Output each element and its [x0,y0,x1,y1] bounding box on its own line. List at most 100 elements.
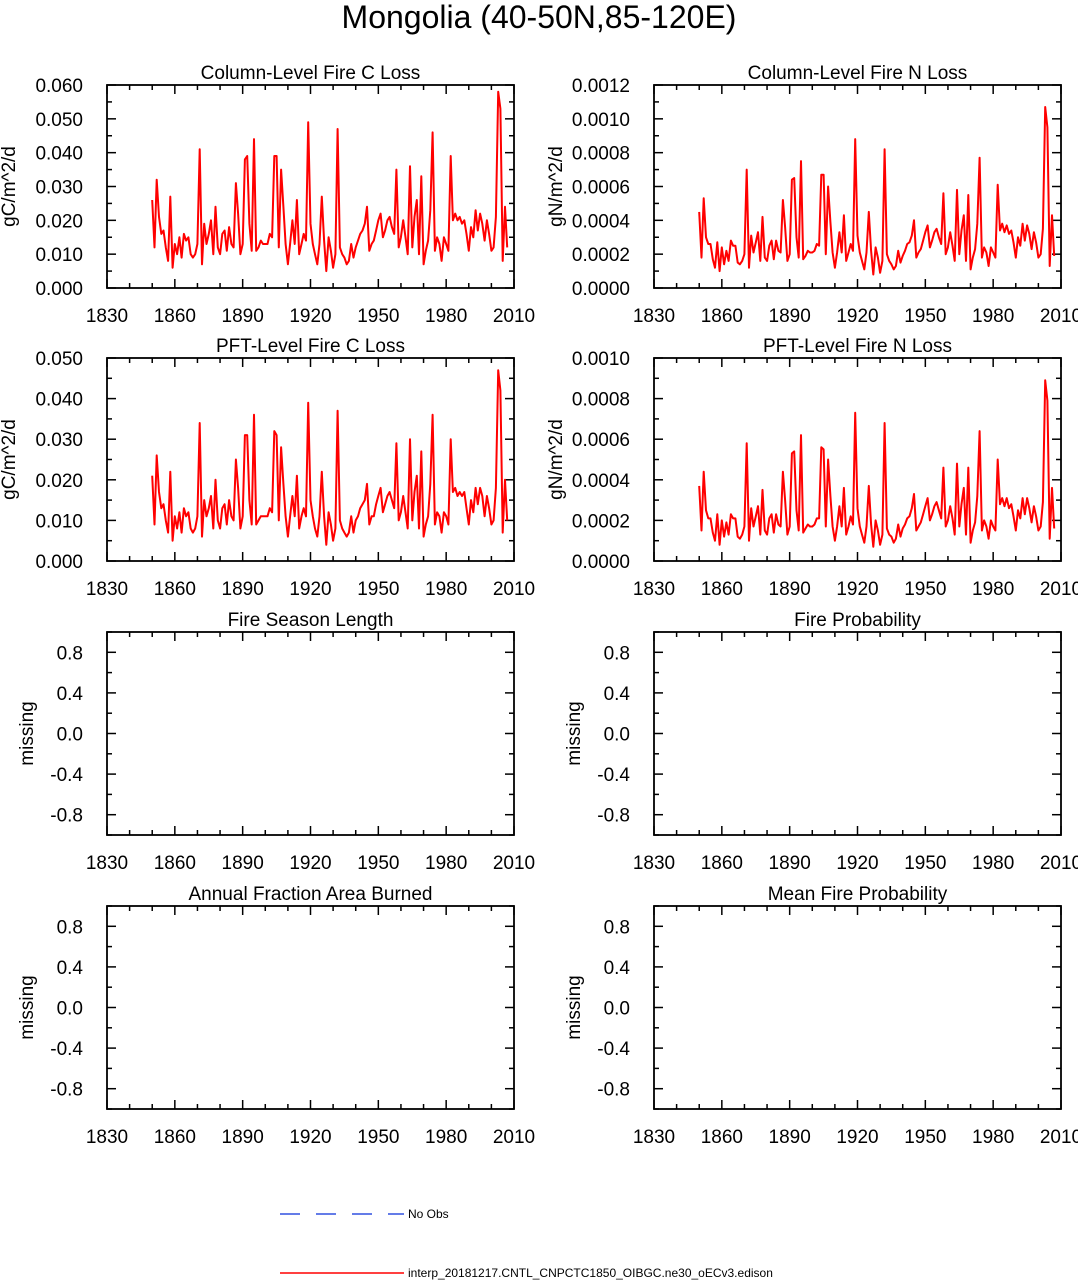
chart-1-xtick-label: 2010 [493,306,535,327]
chart-5-xtick-label: 1920 [289,853,331,874]
chart-8-ytick-label: 0.4 [604,958,631,979]
chart-1-ytick-label: 0.040 [35,144,83,165]
chart-3-ytick-label: 0.000 [35,552,83,573]
legend: No Obs interp_20181217.CNTL_CNPCTC1850_O… [280,1207,773,1280]
chart-7-xtick-label: 1980 [425,1127,467,1148]
chart-1-xtick-label: 1830 [86,306,128,327]
chart-8-ytick-label: -0.8 [597,1080,630,1101]
chart-2-ytick-label: 0.0002 [572,245,630,266]
chart-6-ylabel: missing [564,701,585,765]
chart-7-ytick-label: 0.4 [57,958,84,979]
chart-7-xtick-label: 1920 [289,1127,331,1148]
chart-1-xtick-label: 1890 [222,306,264,327]
chart-2-xtick-label: 1980 [972,306,1014,327]
chart-5-xtick-label: 2010 [493,853,535,874]
chart-7-ytick-label: 0.0 [57,999,83,1020]
chart-6-plot-frame [653,631,1062,836]
chart-4-ytick-label: 0.0004 [572,471,631,492]
chart-2-xtick-label: 2010 [1040,306,1078,327]
legend-obs-label: No Obs [408,1207,449,1221]
panels: Column-Level Fire C Loss 1830 1860 1890 1920… [0,63,1078,1148]
chart-4-ylabel: gN/m^2/d [546,419,567,500]
chart-6-ytick-label: -0.4 [597,765,630,786]
chart-4: PFT-Level Fire N Loss 1830 1860 1890 1920 195… [546,336,1078,600]
chart-4-ytick-label: 0.0008 [572,390,630,411]
chart-6-ytick-label: 0.8 [604,643,630,664]
figure-title: Mongolia (40-50N,85-120E) [342,0,737,35]
chart-4-xtick-label: 1950 [904,579,946,600]
chart-6: Fire Probability 1830 1860 1890 1920 1950 1980… [564,610,1078,874]
chart-7-ylabel: missing [17,975,38,1039]
chart-1-ytick-label: 0.020 [35,211,83,232]
chart-8-ylabel: missing [564,975,585,1039]
chart-2-xtick-label: 1890 [769,306,811,327]
chart-8-xtick-label: 1920 [836,1127,878,1148]
chart-4-xtick-label: 1830 [633,579,675,600]
chart-3-xtick-label: 1950 [357,579,399,600]
chart-8-title: Mean Fire Probability [768,884,948,905]
chart-2: Column-Level Fire N Loss 1830 1860 1890 1920… [546,63,1078,327]
chart-7-plot-frame [106,905,515,1110]
chart-4-xtick-label: 1860 [701,579,743,600]
chart-6-xtick-label: 1950 [904,853,946,874]
chart-6-ytick-label: -0.8 [597,806,630,827]
chart-4-ytick-label: 0.0006 [572,430,630,451]
chart-5-ytick-label: 0.8 [57,643,83,664]
chart-1-ytick-label: 0.030 [35,178,83,199]
chart-8-xtick-label: 2010 [1040,1127,1078,1148]
chart-5-title: Fire Season Length [228,610,394,631]
chart-4-ytick-label: 0.0002 [572,511,630,532]
chart-2-ylabel: gN/m^2/d [546,146,567,227]
chart-7-xtick-label: 1860 [154,1127,196,1148]
chart-6-xtick-label: 1920 [836,853,878,874]
chart-8-ytick-label: 0.8 [604,917,630,938]
chart-5-xtick-label: 1950 [357,853,399,874]
chart-7: Annual Fraction Area Burned 1830 1860 1890 1… [17,884,535,1148]
chart-3-xtick-label: 1920 [289,579,331,600]
chart-7-ytick-label: -0.8 [50,1080,83,1101]
chart-2-ytick-label: 0.0000 [572,279,630,300]
chart-5-ytick-label: 0.4 [57,684,84,705]
chart-2-ytick-label: 0.0004 [572,211,631,232]
chart-1-xtick-label: 1920 [289,306,331,327]
chart-6-ytick-label: 0.4 [604,684,631,705]
chart-2-title: Column-Level Fire N Loss [748,63,968,84]
chart-5-xtick-label: 1830 [86,853,128,874]
chart-5-plot-frame [106,631,515,836]
chart-8-xtick-label: 1890 [769,1127,811,1148]
chart-7-xtick-label: 1830 [86,1127,128,1148]
chart-3-plot-frame [106,357,515,562]
chart-8-ytick-label: -0.4 [597,1039,630,1060]
chart-1-ytick-label: 0.010 [35,245,83,266]
chart-8-xtick-label: 1830 [633,1127,675,1148]
chart-2-plot-frame [653,84,1062,289]
chart-3-ytick-label: 0.050 [35,349,83,370]
chart-8-xtick-label: 1980 [972,1127,1014,1148]
chart-1: Column-Level Fire C Loss 1830 1860 1890 1920… [0,63,535,327]
chart-2-xtick-label: 1860 [701,306,743,327]
chart-3-ytick-label: 0.010 [35,511,83,532]
chart-3-title: PFT-Level Fire C Loss [216,336,405,357]
chart-5-ylabel: missing [17,701,38,765]
chart-3-ytick-label: 0.030 [35,430,83,451]
chart-1-xtick-label: 1980 [425,306,467,327]
chart-3-ytick-label: 0.040 [35,390,83,411]
chart-7-ytick-label: 0.8 [57,917,83,938]
chart-3-ytick-label: 0.020 [35,471,83,492]
chart-5-ytick-label: -0.8 [50,806,83,827]
chart-3: PFT-Level Fire C Loss 1830 1860 1890 1920 195… [0,336,535,600]
chart-5-xtick-label: 1980 [425,853,467,874]
chart-4-ytick-label: 0.0000 [572,552,630,573]
chart-6-xtick-label: 1830 [633,853,675,874]
chart-6-xtick-label: 1860 [701,853,743,874]
chart-2-xtick-label: 1950 [904,306,946,327]
chart-7-ytick-label: -0.4 [50,1039,83,1060]
chart-6-xtick-label: 1980 [972,853,1014,874]
legend-model-label: interp_20181217.CNTL_CNPCTC1850_OIBGC.ne… [408,1266,773,1280]
chart-4-xtick-label: 1890 [769,579,811,600]
chart-5-ytick-label: 0.0 [57,725,83,746]
chart-2-ytick-label: 0.0006 [572,178,630,199]
chart-2-xtick-label: 1920 [836,306,878,327]
chart-4-series-line-1 [698,379,1056,548]
